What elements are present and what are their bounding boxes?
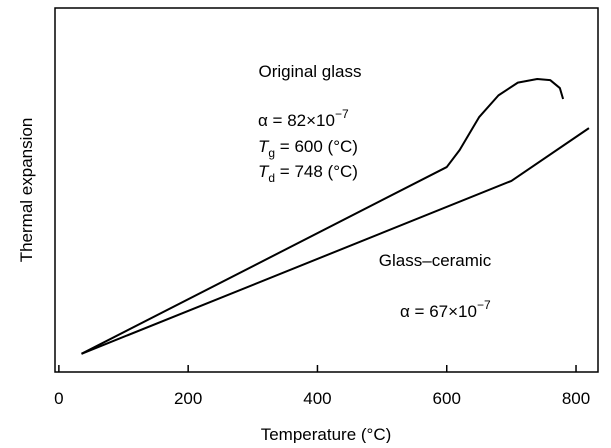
annotation-sup: −7 [477, 298, 491, 312]
series-label: Glass–ceramic [379, 251, 492, 270]
annotation: Td = 748 (°C) [258, 162, 358, 185]
annotation-text: α = 67×10 [400, 302, 477, 321]
series-line [81, 77, 565, 355]
x-tick-label: 0 [54, 389, 63, 408]
x-tick-label: 600 [433, 389, 461, 408]
annotation-text: T [258, 162, 270, 181]
x-tick-label: 400 [303, 389, 331, 408]
annotation-text: T [258, 137, 270, 156]
annotation-sub: g [268, 146, 275, 160]
y-axis-label: Thermal expansion [17, 118, 36, 263]
x-axis-label: Temperature (°C) [261, 425, 392, 443]
annotation: Tg = 600 (°C) [258, 137, 358, 160]
annotation-text: = 748 (°C) [275, 162, 358, 181]
x-tick-label: 200 [174, 389, 202, 408]
annotation-sub: d [268, 171, 275, 185]
annotation-text: α = 82×10 [258, 111, 335, 130]
plot-frame [54, 7, 599, 373]
annotation: α = 67×10−7 [400, 298, 491, 321]
x-tick-label: 800 [562, 389, 590, 408]
annotation: α = 82×10−7 [258, 107, 349, 130]
series-line [81, 127, 590, 355]
annotation-sup: −7 [335, 107, 349, 121]
annotation-text: = 600 (°C) [275, 137, 358, 156]
series-label: Original glass [259, 62, 362, 81]
